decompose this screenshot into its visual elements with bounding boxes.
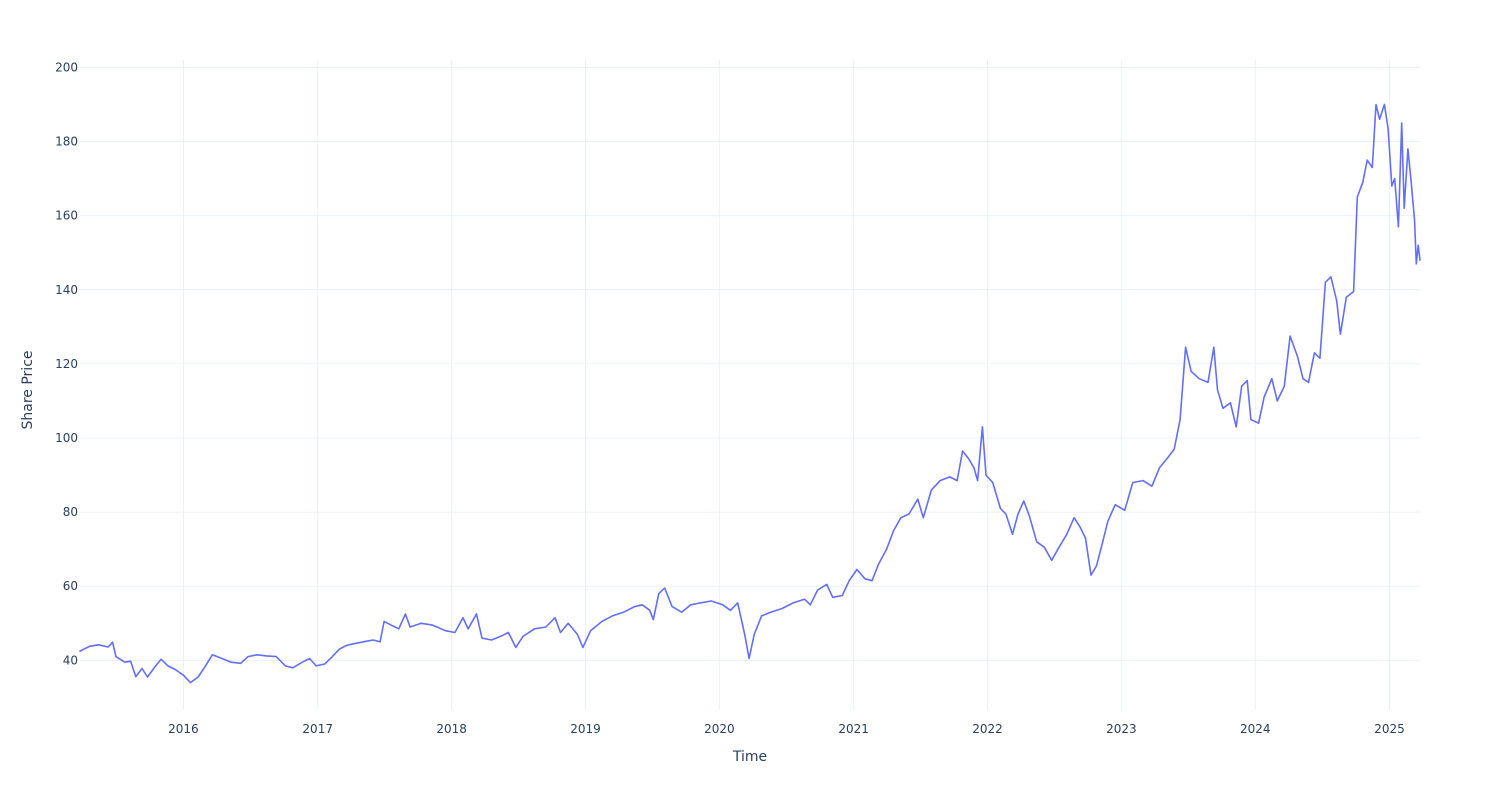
y-tick-label: 60 [63, 579, 78, 593]
y-axis-ticks: 40 60 80 100 120 140 160 180 200 [55, 60, 78, 667]
y-tick-label: 140 [55, 283, 78, 297]
x-tick-label: 2025 [1374, 722, 1405, 736]
y-tick-label: 40 [63, 653, 78, 667]
y-axis-title: Share Price [20, 350, 36, 429]
x-tick-label: 2018 [436, 722, 467, 736]
x-tick-label: 2022 [972, 722, 1003, 736]
y-tick-label: 120 [55, 357, 78, 371]
x-axis-ticks: 2016 2017 2018 2019 2020 2021 2022 2023 2024 2025 [168, 722, 1405, 736]
x-axis-title: Time [732, 749, 767, 765]
y-tick-label: 180 [55, 135, 78, 149]
grid-lines [80, 60, 1420, 710]
x-tick-label: 2016 [168, 722, 199, 736]
share-price-series-line [79, 103, 1421, 684]
x-tick-label: 2017 [302, 722, 333, 736]
y-tick-label: 160 [55, 209, 78, 223]
x-tick-label: 2023 [1106, 722, 1137, 736]
x-tick-label: 2024 [1240, 722, 1271, 736]
y-tick-label: 80 [63, 505, 78, 519]
series-layer [79, 103, 1421, 684]
x-tick-label: 2021 [838, 722, 869, 736]
x-tick-label: 2020 [704, 722, 735, 736]
y-tick-label: 100 [55, 431, 78, 445]
x-tick-label: 2019 [570, 722, 601, 736]
y-tick-label: 200 [55, 60, 78, 74]
